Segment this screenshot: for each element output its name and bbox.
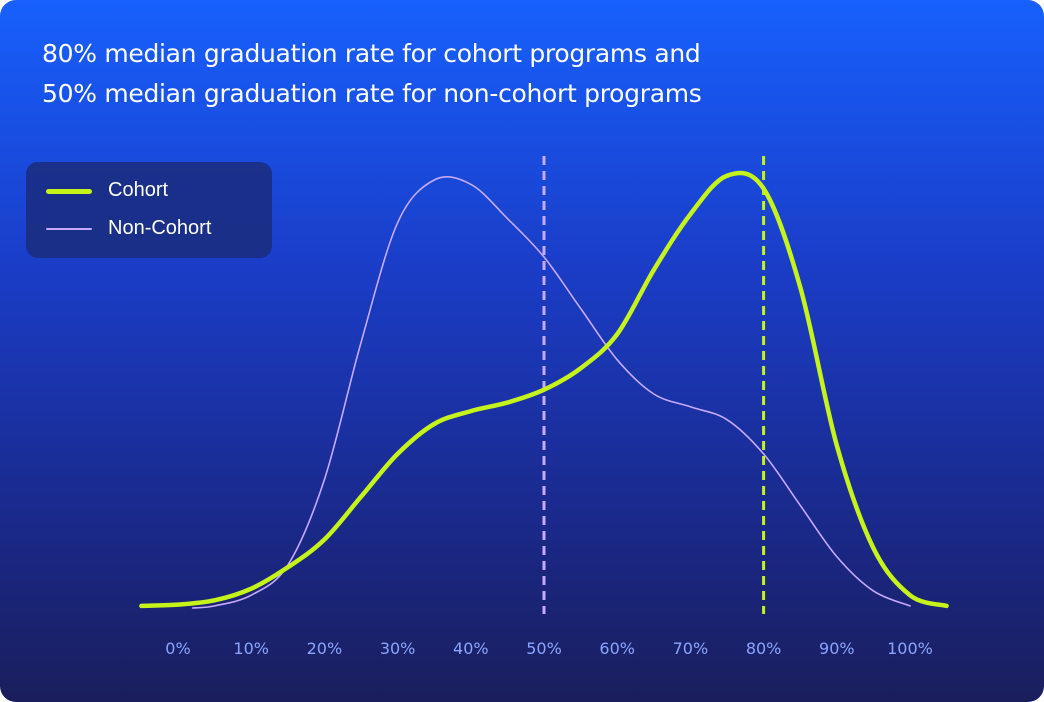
- x-tick-label-100: 100%: [887, 639, 933, 658]
- x-tick-label-90: 90%: [819, 639, 855, 658]
- x-tick-label-70: 70%: [673, 639, 709, 658]
- series-line-non-cohort: [191, 176, 911, 609]
- x-tick-label-20: 20%: [307, 639, 343, 658]
- series-line-cohort: [139, 170, 949, 609]
- chart-legend: Cohort Non-Cohort: [26, 162, 272, 258]
- x-tick-label-60: 60%: [599, 639, 635, 658]
- legend-swatch-cohort: [46, 189, 92, 194]
- x-tick-label-30: 30%: [380, 639, 416, 658]
- legend-label-cohort: Cohort: [108, 179, 169, 201]
- legend-label-non-cohort: Non-Cohort: [108, 217, 212, 239]
- x-tick-label-40: 40%: [453, 639, 489, 658]
- x-tick-label-80: 80%: [746, 639, 782, 658]
- x-tick-label-10: 10%: [233, 639, 269, 658]
- chart-title-line-1: 80% median graduation rate for cohort pr…: [42, 39, 701, 68]
- x-tick-label-50: 50%: [526, 639, 562, 658]
- chart-title-line-2: 50% median graduation rate for non-cohor…: [42, 79, 702, 108]
- chart-title: 80% median graduation rate for cohort pr…: [42, 34, 702, 114]
- x-tick-label-0: 0%: [165, 639, 190, 658]
- legend-swatch-non-cohort: [46, 228, 92, 230]
